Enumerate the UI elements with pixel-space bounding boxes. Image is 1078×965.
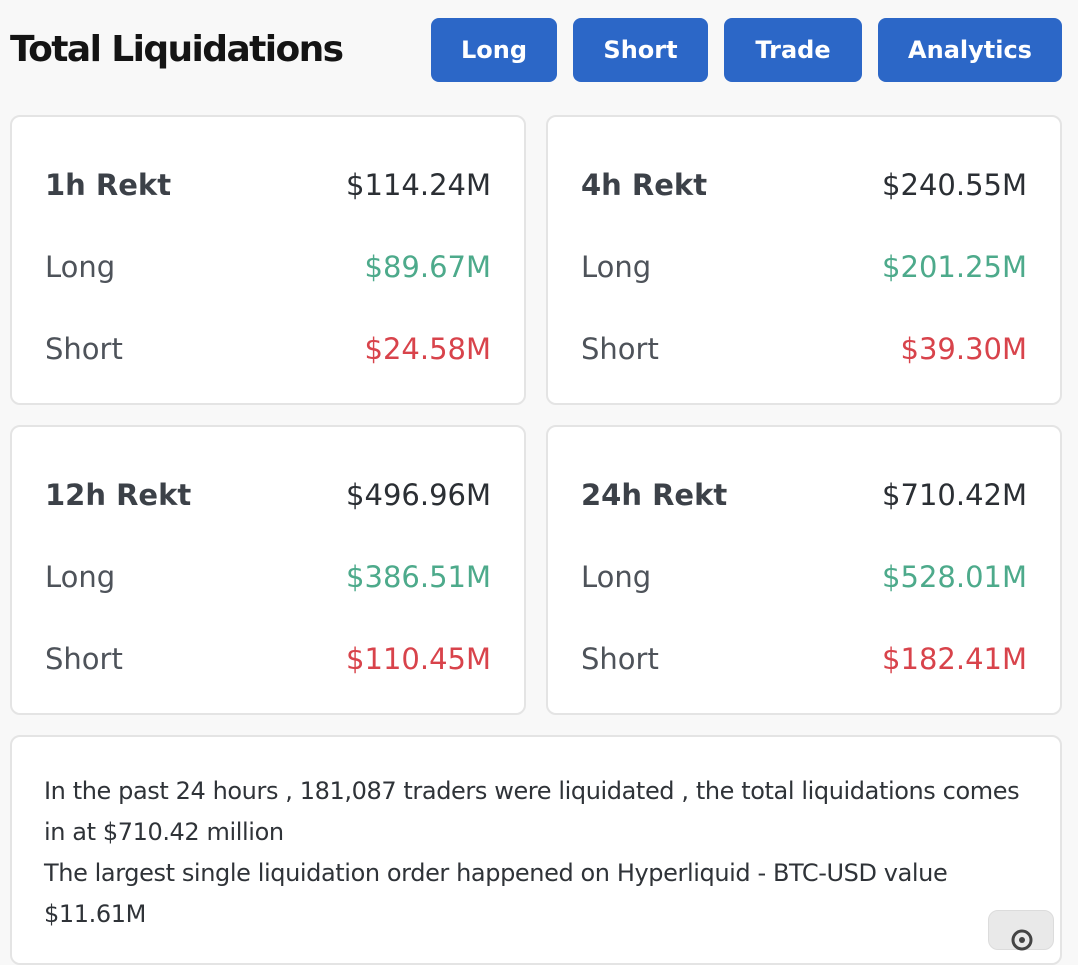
long-value: $89.67M — [364, 250, 492, 284]
card-short-row: Short $39.30M — [581, 329, 1027, 369]
period-label: 1h Rekt — [45, 168, 172, 202]
long-label: Long — [45, 250, 116, 284]
period-label: 4h Rekt — [581, 168, 708, 202]
liquidation-card-1h: 1h Rekt $114.24M Long $89.67M Short $24.… — [10, 115, 526, 405]
short-value: $39.30M — [900, 332, 1028, 366]
card-short-row: Short $110.45M — [45, 639, 491, 679]
liquidation-summary: In the past 24 hours , 181,087 traders w… — [10, 735, 1062, 965]
long-label: Long — [45, 560, 116, 594]
settings-button[interactable] — [988, 910, 1054, 951]
card-total-row: 4h Rekt $240.55M — [581, 165, 1027, 205]
period-label: 24h Rekt — [581, 478, 728, 512]
short-label: Short — [45, 332, 123, 366]
settings-icon — [1011, 929, 1033, 951]
liquidation-card-24h: 24h Rekt $710.42M Long $528.01M Short $1… — [546, 425, 1062, 715]
short-label: Short — [581, 332, 659, 366]
card-total-row: 24h Rekt $710.42M — [581, 475, 1027, 515]
short-button[interactable]: Short — [573, 18, 708, 82]
total-value: $710.42M — [882, 478, 1027, 512]
card-short-row: Short $182.41M — [581, 639, 1027, 679]
analytics-button[interactable]: Analytics — [878, 18, 1062, 82]
long-button[interactable]: Long — [431, 18, 557, 82]
page-title: Total Liquidations — [10, 29, 344, 70]
summary-line-2: The largest single liquidation order hap… — [44, 859, 948, 928]
short-value: $182.41M — [882, 642, 1027, 676]
liquidation-card-4h: 4h Rekt $240.55M Long $201.25M Short $39… — [546, 115, 1062, 405]
total-value: $114.24M — [346, 168, 491, 202]
long-label: Long — [581, 560, 652, 594]
long-value: $201.25M — [882, 250, 1027, 284]
liquidation-card-12h: 12h Rekt $496.96M Long $386.51M Short $1… — [10, 425, 526, 715]
card-long-row: Long $89.67M — [45, 247, 491, 287]
long-value: $386.51M — [346, 560, 491, 594]
card-total-row: 12h Rekt $496.96M — [45, 475, 491, 515]
trade-button[interactable]: Trade — [724, 18, 862, 82]
header: Total Liquidations Long Short Trade Anal… — [0, 0, 1078, 100]
short-value: $110.45M — [346, 642, 491, 676]
card-long-row: Long $386.51M — [45, 557, 491, 597]
total-value: $496.96M — [346, 478, 491, 512]
card-long-row: Long $528.01M — [581, 557, 1027, 597]
summary-line-1: In the past 24 hours , 181,087 traders w… — [44, 777, 1020, 846]
card-total-row: 1h Rekt $114.24M — [45, 165, 491, 205]
period-label: 12h Rekt — [45, 478, 192, 512]
short-value: $24.58M — [364, 332, 492, 366]
total-value: $240.55M — [882, 168, 1027, 202]
long-label: Long — [581, 250, 652, 284]
card-long-row: Long $201.25M — [581, 247, 1027, 287]
short-label: Short — [581, 642, 659, 676]
card-short-row: Short $24.58M — [45, 329, 491, 369]
short-label: Short — [45, 642, 123, 676]
summary-text: In the past 24 hours , 181,087 traders w… — [44, 771, 1034, 935]
long-value: $528.01M — [882, 560, 1027, 594]
